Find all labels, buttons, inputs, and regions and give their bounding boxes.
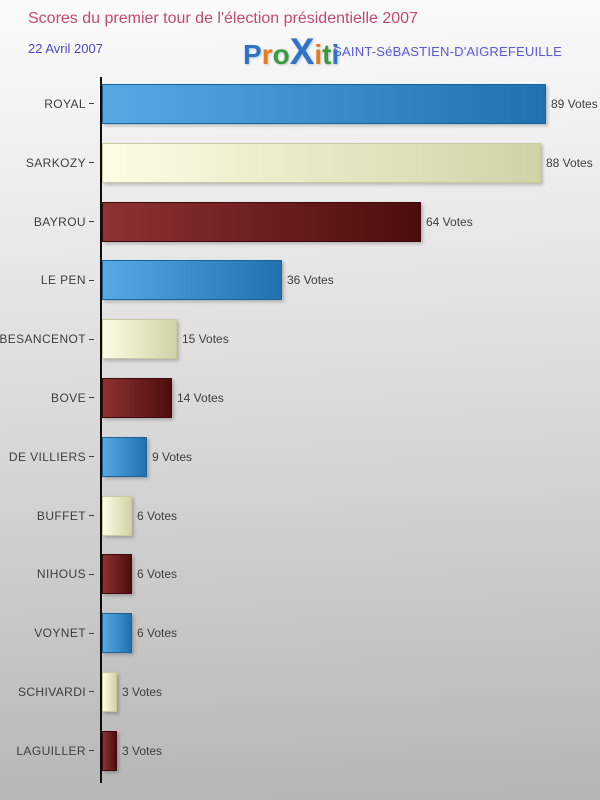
bar-row: BAYROU 64 Votes [0, 192, 600, 251]
y-axis-line [100, 77, 102, 783]
value-label: 6 Votes [137, 508, 178, 523]
value-label: 36 Votes [287, 273, 334, 288]
bar [102, 671, 117, 712]
axis-tick-icon [89, 573, 94, 575]
bar-row: VOYNET 6 Votes [0, 604, 600, 663]
category-label-cell: VOYNET [0, 626, 94, 640]
bar [102, 142, 541, 183]
location-label: SAINT-SéBASTIEN-D'AIGREFEUILLE [333, 44, 562, 59]
value-label: 89 Votes [551, 96, 598, 111]
category-label-cell: LAGUILLER [0, 744, 94, 758]
axis-tick-icon [89, 221, 94, 223]
category-label: SARKOZY [25, 155, 86, 170]
category-label-cell: BESANCENOT [0, 332, 94, 346]
value-label: 3 Votes [122, 684, 163, 699]
axis-tick-icon [89, 279, 94, 281]
category-label-cell: SARKOZY [0, 156, 94, 170]
category-label: BOVE [51, 390, 86, 405]
value-label: 6 Votes [137, 626, 178, 641]
logo-letter: i [314, 39, 323, 70]
bar [102, 436, 147, 477]
bar [102, 201, 421, 242]
axis-tick-icon [89, 456, 94, 458]
bar [102, 613, 132, 654]
logo-letter: i [331, 39, 340, 70]
category-label-cell: BUFFET [0, 509, 94, 523]
date-label: 22 Avril 2007 [28, 41, 103, 56]
value-label: 88 Votes [546, 155, 593, 170]
axis-tick-icon [89, 515, 94, 517]
bar-row: BOVE 14 Votes [0, 369, 600, 428]
bar [102, 730, 117, 771]
bar [102, 377, 172, 418]
value-label: 9 Votes [152, 449, 193, 464]
axis-tick-icon [89, 691, 94, 693]
logo-letter: o [272, 39, 290, 70]
category-label-cell: SCHIVARDI [0, 685, 94, 699]
bar-rows: ROYAL 89 Votes SARKOZY 88 Votes BAYROU 64 Vot… [0, 75, 600, 781]
page-title: Scores du premier tour de l'élection pré… [28, 10, 418, 27]
category-label: LAGUILLER [16, 743, 86, 758]
axis-tick-icon [89, 162, 94, 164]
bar [102, 319, 177, 360]
logo-letter: t [322, 39, 332, 70]
category-label: NIHOUS [36, 567, 86, 582]
logo-letter: X [289, 31, 315, 72]
category-label-cell: DE VILLIERS [0, 450, 94, 464]
bar-row: LAGUILLER 3 Votes [0, 721, 600, 780]
logo-letter: P [243, 39, 262, 70]
bar-row: ROYAL 89 Votes [0, 75, 600, 134]
bar-row: NIHOUS 6 Votes [0, 545, 600, 604]
bar [102, 495, 132, 536]
bar [102, 554, 132, 595]
value-label: 3 Votes [122, 743, 163, 758]
category-label: LE PEN [40, 273, 86, 288]
category-label-cell: NIHOUS [0, 567, 94, 581]
category-label-cell: ROYAL [0, 97, 94, 111]
axis-tick-icon [89, 632, 94, 634]
bar-row: BUFFET 6 Votes [0, 486, 600, 545]
axis-tick-icon [89, 750, 94, 752]
category-label: VOYNET [34, 626, 86, 641]
category-label: SCHIVARDI [17, 684, 86, 699]
axis-tick-icon [89, 338, 94, 340]
axis-tick-icon [89, 103, 94, 105]
axis-tick-icon [89, 397, 94, 399]
bar-row: SCHIVARDI 3 Votes [0, 663, 600, 722]
value-label: 6 Votes [137, 567, 178, 582]
value-label: 14 Votes [177, 390, 224, 405]
category-label: DE VILLIERS [8, 449, 86, 464]
category-label-cell: BOVE [0, 391, 94, 405]
logo-letter: r [261, 39, 273, 70]
category-label: BUFFET [36, 508, 86, 523]
value-label: 64 Votes [426, 214, 473, 229]
category-label-cell: BAYROU [0, 215, 94, 229]
category-label-cell: LE PEN [0, 273, 94, 287]
category-label: ROYAL [44, 96, 86, 111]
category-label: BESANCENOT [0, 332, 86, 347]
bar [102, 260, 282, 301]
category-label: BAYROU [33, 214, 86, 229]
value-label: 15 Votes [182, 332, 229, 347]
bar-row: LE PEN 36 Votes [0, 251, 600, 310]
bar-row: BESANCENOT 15 Votes [0, 310, 600, 369]
bar [102, 83, 546, 124]
bar-row: DE VILLIERS 9 Votes [0, 427, 600, 486]
bar-row: SARKOZY 88 Votes [0, 133, 600, 192]
